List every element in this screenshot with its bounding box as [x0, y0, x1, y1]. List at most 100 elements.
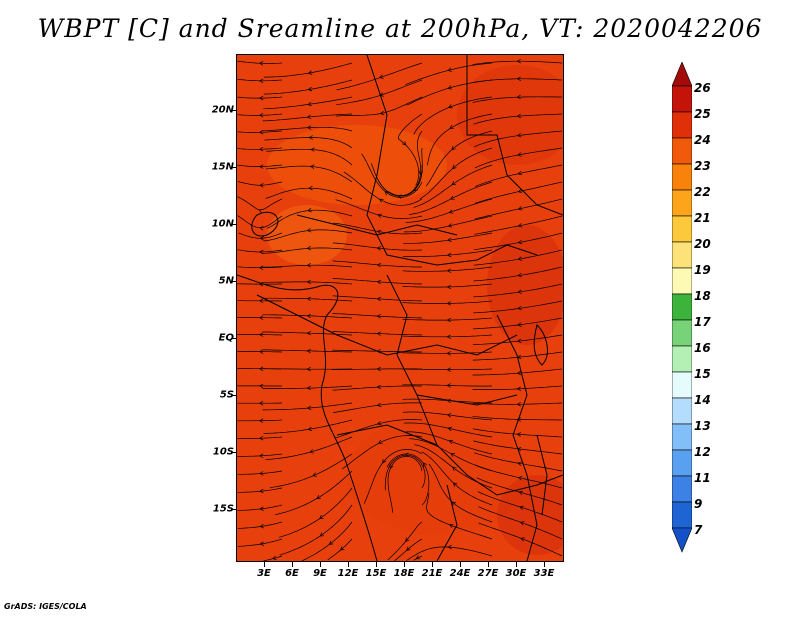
- colorbar-label: 18: [694, 289, 711, 303]
- streamline-arrow: [517, 188, 523, 194]
- streamline-arrow: [258, 298, 264, 304]
- streamline-arrow: [451, 181, 457, 186]
- colorbar-label: 7: [694, 523, 703, 537]
- streamline-arrow: [377, 439, 383, 444]
- streamline-arrow: [448, 209, 454, 214]
- streamline-arrow: [306, 366, 311, 372]
- lat-tick: [231, 509, 236, 510]
- streamline-arrow: [377, 213, 382, 218]
- streamline: [262, 402, 353, 411]
- colorbar-label: 9: [694, 497, 703, 511]
- lat-label: 5S: [219, 389, 234, 401]
- map-panel: [236, 54, 564, 562]
- streamline: [265, 436, 353, 460]
- streamline-arrow: [328, 540, 334, 545]
- streamline-arrow: [258, 265, 264, 270]
- lon-tick: [460, 562, 461, 567]
- lon-label: 18E: [393, 568, 415, 579]
- streamline: [263, 96, 353, 110]
- streamline-arrow: [258, 209, 264, 214]
- streamline-arrow: [447, 223, 453, 228]
- streamline-arrow: [376, 421, 382, 426]
- streamline-arrow: [517, 256, 523, 261]
- streamline-arrow: [446, 268, 452, 273]
- colorbar-bin: [672, 475, 692, 503]
- streamline-arrow: [259, 524, 264, 529]
- streamline-arrow: [376, 331, 381, 336]
- lon-tick: [264, 562, 265, 567]
- streamline-arrow: [517, 223, 523, 228]
- streamline-arrow: [306, 228, 312, 233]
- lon-tick: [376, 562, 377, 567]
- streamline-arrow: [518, 490, 524, 496]
- lat-label: 20N: [211, 104, 234, 116]
- streamline-arrow: [258, 435, 264, 441]
- streamline-arrow: [516, 113, 522, 119]
- streamline-arrow: [258, 129, 264, 135]
- streamline-arrow: [517, 273, 522, 278]
- lat-label: EQ: [218, 332, 234, 344]
- streamline-arrow: [519, 505, 524, 510]
- streamline: [403, 232, 493, 244]
- lon-label: 15E: [365, 568, 387, 579]
- colorbar-label: 19: [694, 263, 711, 277]
- streamline-arrow: [258, 61, 264, 66]
- streamline: [332, 295, 423, 302]
- streamline: [472, 60, 563, 65]
- streamline-arrow: [517, 306, 522, 311]
- streamline: [237, 181, 283, 186]
- streamline-arrow: [308, 135, 313, 140]
- streamline-arrow: [447, 426, 453, 432]
- streamline: [336, 62, 423, 91]
- colorbar-bin: [672, 293, 692, 321]
- streamline-arrow: [447, 544, 452, 550]
- streamline-arrow: [446, 383, 451, 388]
- streamline: [301, 521, 353, 561]
- lon-label: 27E: [477, 568, 499, 579]
- streamline-arrow: [258, 453, 264, 459]
- streamline-arrow: [308, 185, 313, 191]
- lon-label: 12E: [337, 568, 359, 579]
- streamline-arrow: [258, 249, 264, 255]
- streamline-arrow: [316, 495, 321, 499]
- streamline-arrow: [450, 453, 455, 457]
- streamline-arrow: [517, 289, 522, 294]
- lat-label: 15S: [212, 503, 234, 515]
- streamline-arrow: [446, 252, 452, 258]
- colorbar-top-arrow: [672, 62, 692, 87]
- streamline: [278, 487, 353, 538]
- streamline-arrow: [258, 164, 264, 169]
- colorbar-label: 16: [694, 341, 711, 355]
- streamline-arrow: [306, 245, 312, 251]
- streamline-arrow: [259, 488, 264, 494]
- streamline-arrow: [376, 262, 382, 268]
- lat-label: 5N: [218, 275, 234, 287]
- streamline-arrow: [451, 501, 457, 506]
- streamline-arrow: [258, 332, 264, 337]
- streamline-arrow: [306, 279, 311, 285]
- lat-label: 10S: [212, 446, 234, 458]
- streamline: [262, 314, 353, 319]
- streamline-arrow: [376, 296, 382, 302]
- streamline-arrow: [258, 113, 264, 118]
- streamline: [263, 62, 353, 78]
- streamline-arrow: [404, 452, 410, 457]
- streamline-arrow: [450, 195, 455, 200]
- streamline-arrow: [516, 402, 521, 407]
- streamline: [327, 538, 353, 561]
- streamline-arrow: [259, 541, 265, 546]
- color-bar: [672, 62, 692, 553]
- lon-tick: [404, 562, 405, 567]
- streamline-arrow: [306, 405, 312, 411]
- streamline-arrow: [376, 279, 382, 285]
- streamline: [237, 538, 283, 547]
- lon-label: 21E: [421, 568, 443, 579]
- lat-tick: [231, 338, 236, 339]
- colorbar-bin: [672, 319, 692, 347]
- streamline-arrow: [376, 384, 381, 390]
- streamline: [333, 402, 423, 413]
- streamline-arrow: [517, 170, 522, 176]
- streamline-arrow: [516, 417, 521, 422]
- colorbar-label: 21: [694, 211, 711, 225]
- streamline-arrow: [259, 226, 264, 231]
